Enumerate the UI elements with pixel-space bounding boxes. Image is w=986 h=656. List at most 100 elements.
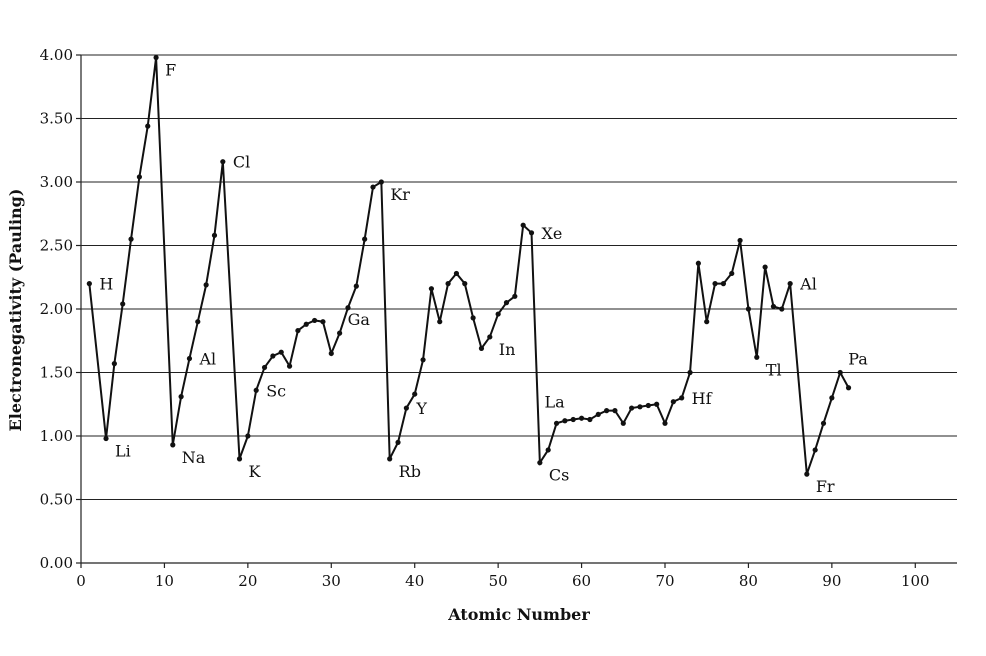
data-point xyxy=(679,395,685,401)
data-point xyxy=(253,387,259,393)
data-point xyxy=(737,237,743,244)
data-point xyxy=(353,283,359,289)
data-point xyxy=(820,420,827,426)
data-point xyxy=(512,293,518,299)
data-point xyxy=(528,230,535,236)
data-point xyxy=(387,456,393,462)
data-point xyxy=(495,311,501,317)
data-point xyxy=(720,281,727,287)
data-point xyxy=(562,418,568,424)
data-point xyxy=(837,369,843,376)
data-point xyxy=(395,439,401,445)
y-axis-tick-labels: 0.00 0.50 1.00 1.50 2.00 2.50 3.00 3.50 4.00 xyxy=(40,46,73,572)
data-point xyxy=(362,236,368,242)
data-point xyxy=(128,236,134,242)
data-point xyxy=(503,300,510,306)
y-axis-title: Electronegativity (Pauling) xyxy=(6,189,25,432)
data-point xyxy=(378,179,384,185)
data-point xyxy=(729,270,735,277)
x-tick-label: 30 xyxy=(322,572,341,590)
y-tick-label: 1.50 xyxy=(40,364,73,382)
x-tick-label: 60 xyxy=(572,572,591,590)
x-axis-tick-labels: 0 10 20 30 40 50 60 70 80 90 100 xyxy=(76,572,929,590)
data-point xyxy=(370,184,376,190)
data-point xyxy=(320,319,326,325)
data-point xyxy=(403,405,409,411)
data-point xyxy=(211,232,218,238)
element-label: Rb xyxy=(399,462,421,481)
data-point xyxy=(520,222,526,228)
data-point xyxy=(779,306,785,312)
x-tick-label: 20 xyxy=(238,572,257,590)
data-point xyxy=(203,282,209,288)
x-tick-label: 80 xyxy=(739,572,758,590)
element-label: H xyxy=(99,275,113,294)
x-tick-label: 100 xyxy=(901,572,930,590)
element-label: Xe xyxy=(542,224,563,243)
x-tick-label: 70 xyxy=(655,572,674,590)
electronegativity-line xyxy=(88,57,850,475)
element-label: Fr xyxy=(816,477,835,496)
data-point xyxy=(120,301,126,307)
data-point xyxy=(578,415,585,421)
data-point xyxy=(712,281,718,287)
data-point xyxy=(153,54,159,61)
element-label: Li xyxy=(115,442,131,461)
data-point xyxy=(295,327,301,334)
data-point xyxy=(462,281,468,287)
axes xyxy=(76,54,957,568)
data-point xyxy=(487,334,493,340)
data-point xyxy=(804,471,810,477)
data-point xyxy=(170,442,176,448)
data-point xyxy=(637,404,643,410)
data-point xyxy=(645,402,651,409)
data-point xyxy=(453,270,460,277)
y-tick-label: 2.50 xyxy=(40,237,73,255)
data-point xyxy=(220,159,226,165)
data-point xyxy=(687,369,693,376)
data-point xyxy=(86,281,92,287)
element-label: Tl xyxy=(766,360,782,379)
element-annotations: H Li F Na Al Cl K Sc Ga Kr Rb Y In Xe Cs La Hf Tl Al Fr Pa xyxy=(99,61,868,497)
y-tick-label: 1.00 xyxy=(40,427,73,445)
y-tick-label: 4.00 xyxy=(40,46,73,64)
data-point xyxy=(428,286,434,292)
element-label: Ga xyxy=(348,310,371,329)
element-label: Cs xyxy=(549,466,569,485)
data-point xyxy=(286,363,293,369)
data-point xyxy=(345,305,351,311)
data-point xyxy=(787,281,793,287)
x-tick-label: 50 xyxy=(489,572,508,590)
data-point xyxy=(195,319,201,325)
data-point xyxy=(437,319,443,325)
data-point xyxy=(754,354,760,360)
y-tick-label: 0.50 xyxy=(40,491,73,509)
element-label: Na xyxy=(182,448,206,467)
data-point xyxy=(337,330,343,336)
element-label: Al xyxy=(198,350,216,369)
data-point xyxy=(587,416,593,423)
data-point xyxy=(704,319,710,325)
x-tick-label: 10 xyxy=(155,572,174,590)
data-point xyxy=(103,435,109,442)
data-point xyxy=(604,408,610,414)
data-point xyxy=(629,405,635,411)
data-point xyxy=(470,315,476,321)
element-label: Y xyxy=(415,399,427,418)
data-point xyxy=(595,411,601,418)
x-tick-label: 0 xyxy=(76,572,86,590)
data-point xyxy=(111,361,117,367)
data-point xyxy=(695,260,701,266)
data-point xyxy=(186,355,193,362)
y-tick-label: 3.00 xyxy=(40,173,73,191)
element-label: F xyxy=(165,61,176,80)
element-label: Sc xyxy=(266,381,286,400)
data-point xyxy=(278,349,284,355)
data-point xyxy=(745,306,752,312)
element-label: Pa xyxy=(848,350,868,369)
data-point xyxy=(312,317,318,324)
element-label: In xyxy=(499,340,516,359)
data-point xyxy=(245,433,251,439)
data-point xyxy=(236,456,243,462)
